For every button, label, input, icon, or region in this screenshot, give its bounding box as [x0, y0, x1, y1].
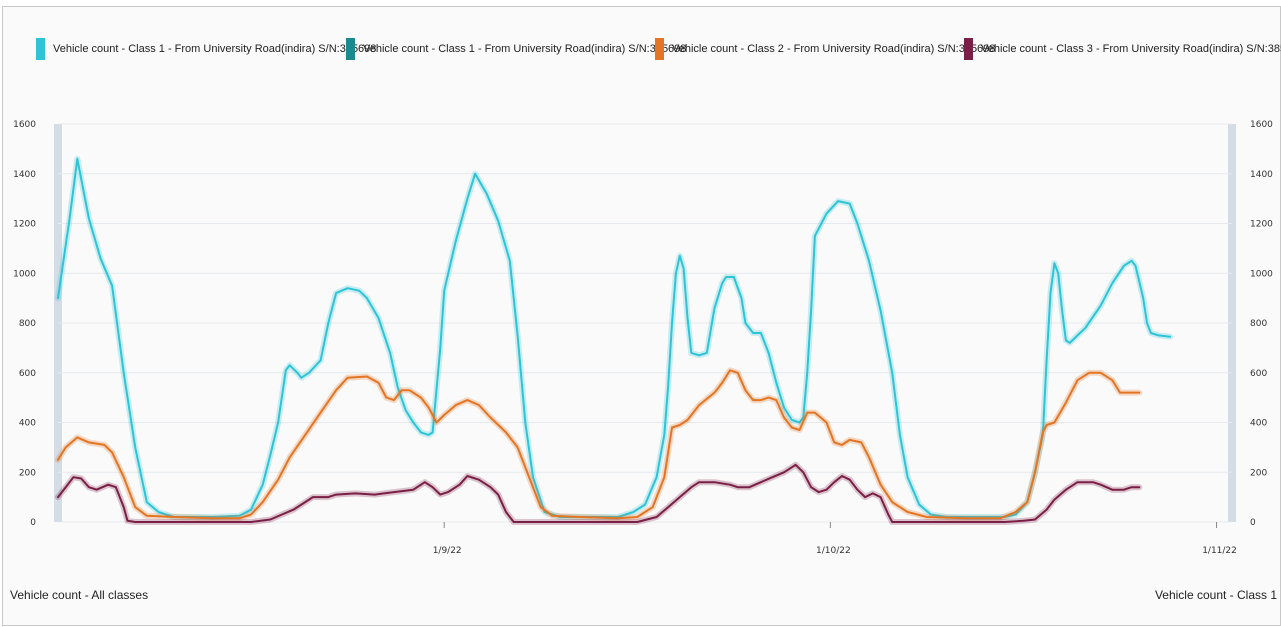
y-tick-label-right: 600	[1250, 369, 1267, 379]
y-tick-label-left: 600	[19, 369, 36, 379]
legend-swatch-class1-b	[346, 38, 355, 60]
x-tick-label: 1/9/22	[433, 546, 462, 556]
series-line-2[interactable]	[57, 369, 1141, 520]
y-tick-label-right: 1200	[1250, 220, 1273, 230]
y-axis-right: 0 200 400 600 800 1000 1200 1400 1600	[1250, 120, 1273, 528]
y-tick-label-left: 400	[19, 419, 36, 429]
legend-swatch-class3	[964, 38, 973, 60]
legend-item-class3[interactable]: Vehicle count - Class 3 - From Universit…	[964, 38, 1281, 60]
legend-label-class1-a: Vehicle count - Class 1 - From Universit…	[53, 43, 377, 55]
x-tick-label: 1/10/22	[816, 546, 851, 556]
y-tick-label-right: 1400	[1250, 170, 1273, 180]
y-axis-left: 0 200 400 600 800 1000 1200 1400 1600	[13, 120, 36, 528]
y-tick-label-left: 800	[19, 319, 36, 329]
x-tick-label: 1/11/22	[1202, 546, 1237, 556]
y-tick-label-right: 1000	[1250, 269, 1273, 279]
legend-swatch-class2	[655, 38, 664, 60]
legend-item-class2[interactable]: Vehicle count - Class 2 - From Universit…	[655, 38, 995, 60]
legend-label-class3: Vehicle count - Class 3 - From Universit…	[981, 43, 1281, 55]
x-axis: 1/9/22 1/10/22 1/11/22	[433, 522, 1237, 556]
series-line-0[interactable]	[57, 157, 1172, 518]
legend-item-class1-b[interactable]: Vehicle count - Class 1 - From Universit…	[346, 38, 686, 60]
series-glow-0	[55, 155, 1174, 520]
y-tick-label-left: 200	[19, 468, 36, 478]
y-tick-label-right: 400	[1250, 419, 1267, 429]
y-tick-label-left: 1000	[13, 269, 36, 279]
legend-swatch-class1-a	[36, 38, 45, 60]
series-lines	[55, 155, 1174, 525]
y-tick-label-left: 1400	[13, 170, 36, 180]
y-tick-label-right: 1600	[1250, 120, 1273, 130]
y-tick-label-right: 200	[1250, 468, 1267, 478]
legend-label-class1-b: Vehicle count - Class 1 - From Universit…	[363, 43, 687, 55]
grid	[58, 123, 1232, 523]
legend-label-class2: Vehicle count - Class 2 - From Universit…	[672, 43, 996, 55]
y-tick-label-left: 1600	[13, 120, 36, 130]
legend: Vehicle count - Class 1 - From Universit…	[36, 38, 1281, 60]
series-glow-2	[55, 367, 1143, 522]
y-axis-right-title: Vehicle count - Class 1	[1154, 588, 1277, 602]
y-axis-left-title: Vehicle count - All classes	[10, 588, 149, 602]
y-tick-label-right: 800	[1250, 319, 1267, 329]
y-tick-label-right: 0	[1250, 518, 1256, 528]
y-tick-label-left: 1200	[13, 220, 36, 230]
y-tick-label-left: 0	[30, 518, 36, 528]
series-glow-3	[55, 461, 1143, 525]
series-line-3[interactable]	[57, 463, 1141, 523]
legend-item-class1-a[interactable]: Vehicle count - Class 1 - From Universit…	[36, 38, 376, 60]
